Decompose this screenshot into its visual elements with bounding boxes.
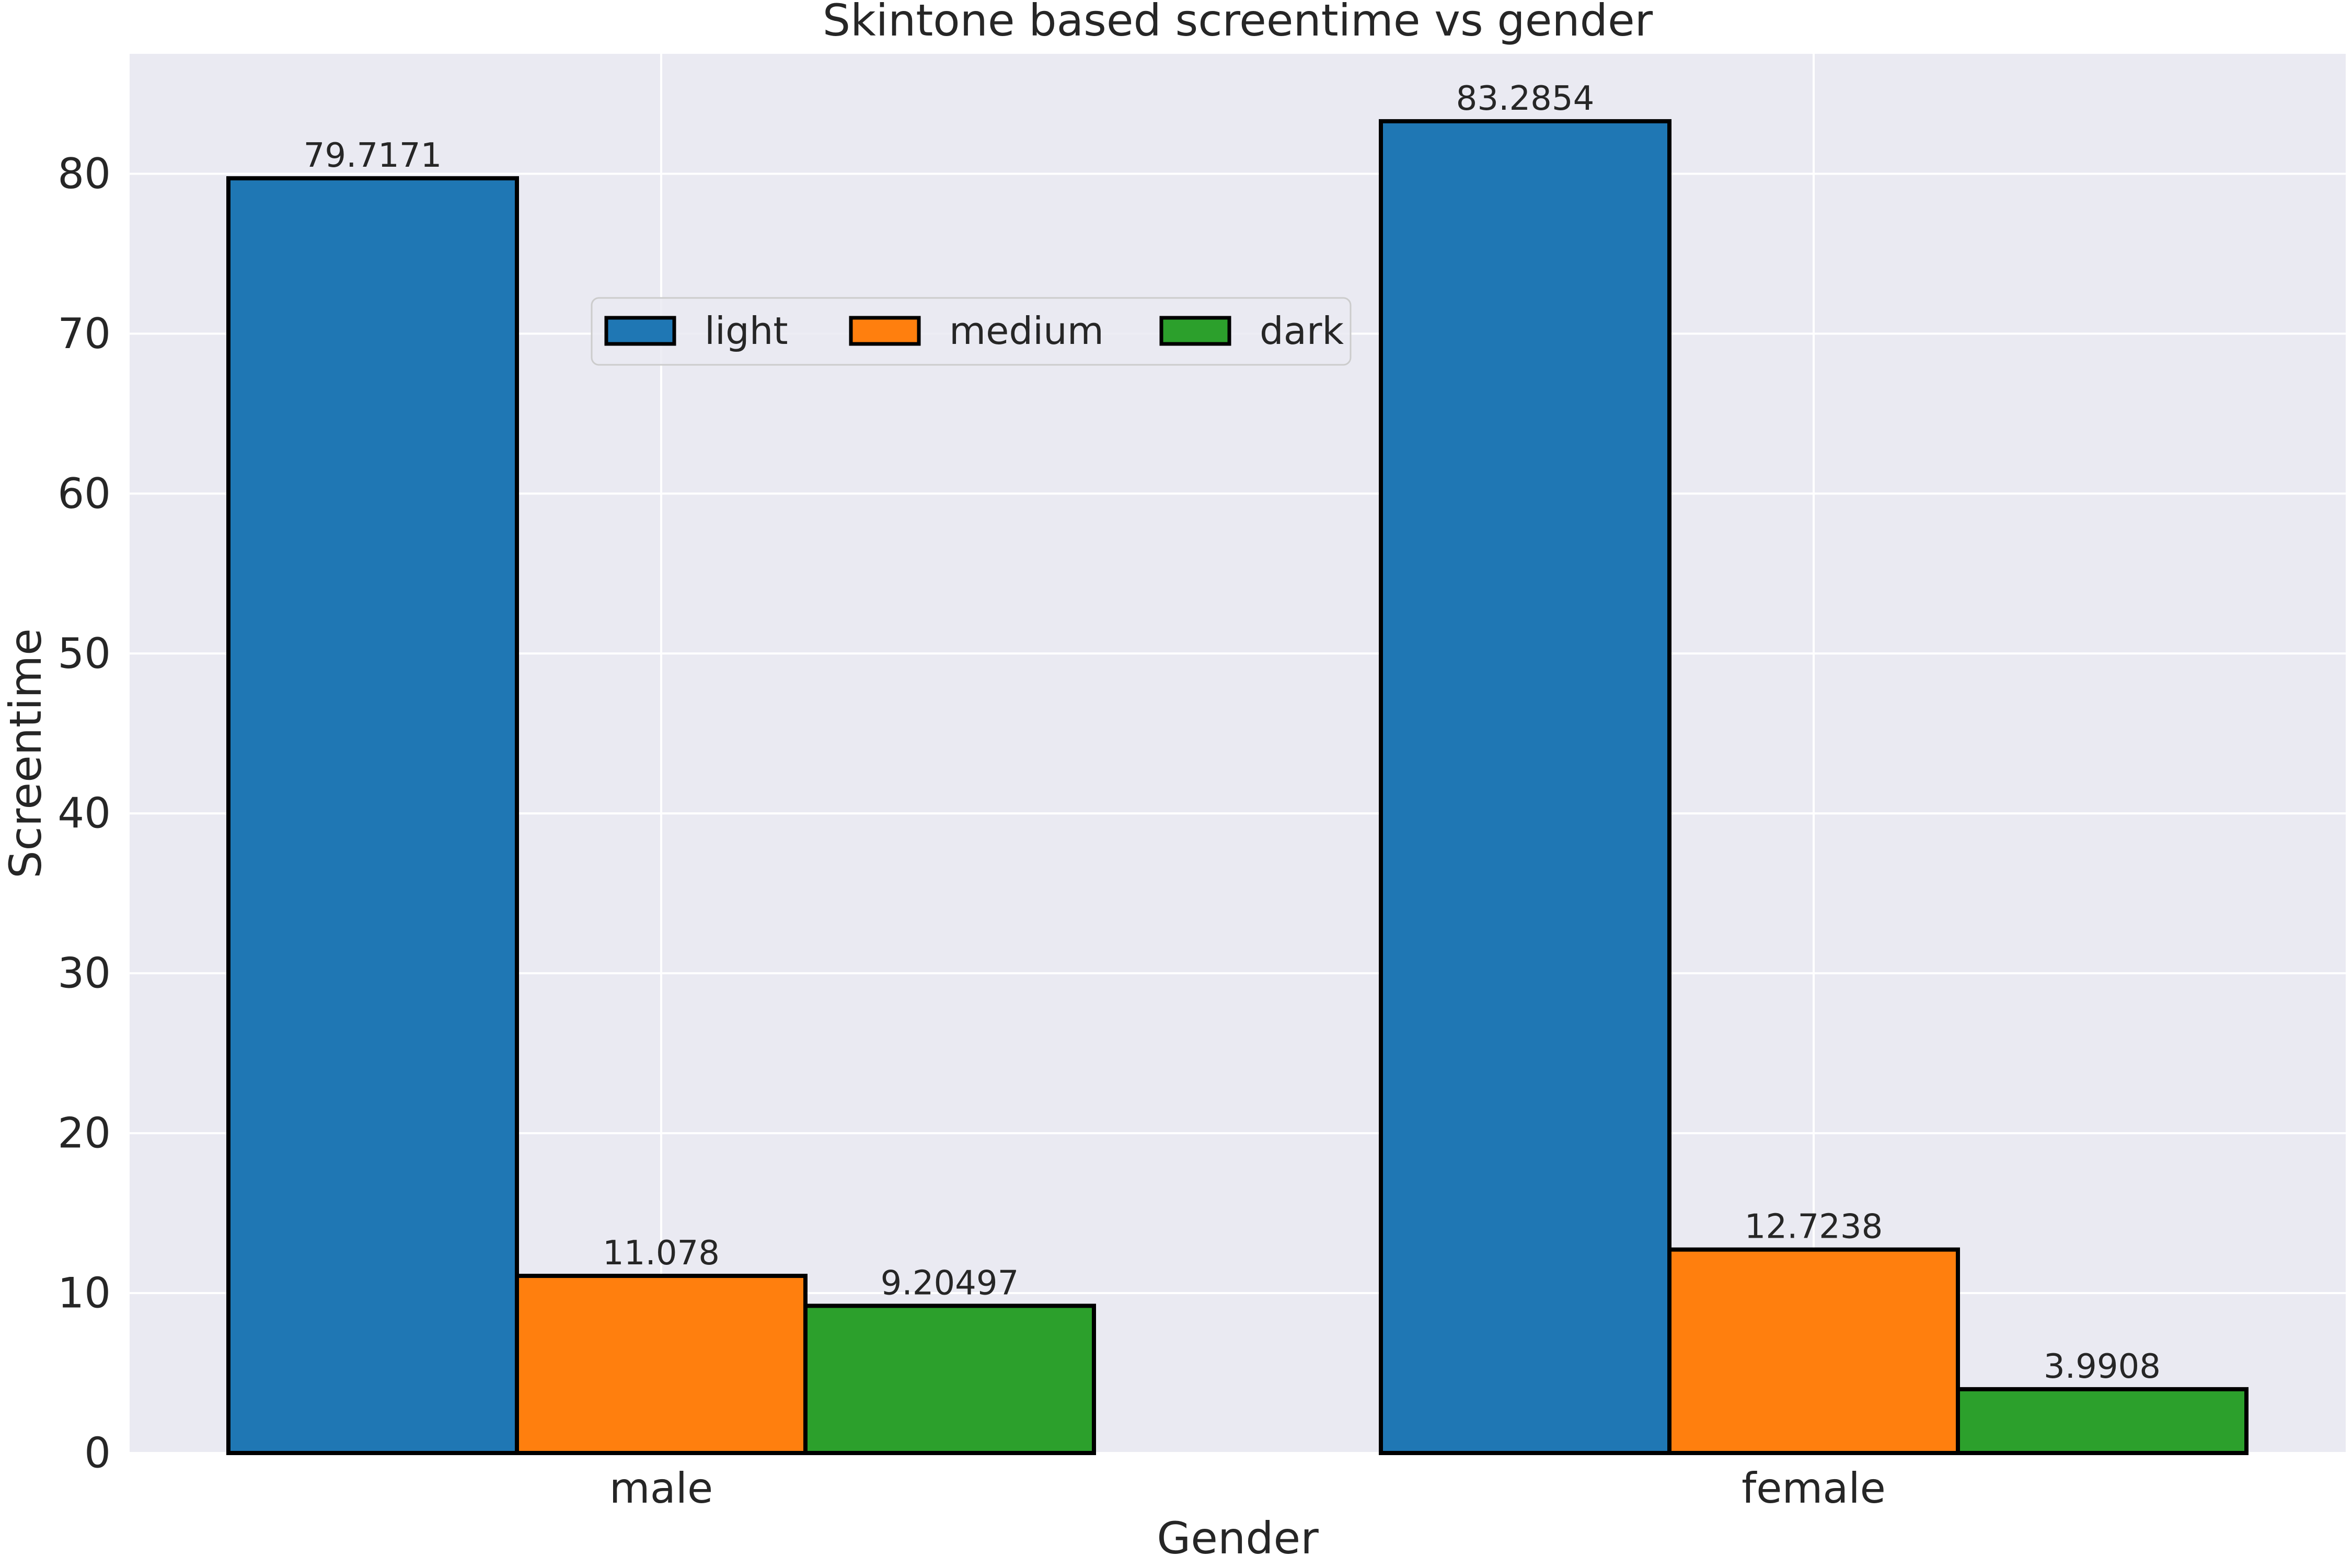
chart-title: Skintone based screentime vs gender: [823, 0, 1653, 46]
bar-light-female: [1379, 119, 1671, 1456]
y-axis-label: Screentime: [0, 628, 51, 879]
legend-swatch-medium: [849, 316, 921, 346]
bar-value-labels: 79.7171 11.078 9.20497 83.2854 12.7238 3.9908: [304, 79, 2161, 1386]
y-tick-label: 60: [57, 469, 111, 518]
bar-value-label: 83.2854: [1456, 79, 1595, 118]
y-tick-label: 20: [57, 1109, 111, 1158]
x-axis-label: Gender: [1157, 1513, 1319, 1564]
bar-dark-male: [803, 1304, 1096, 1456]
y-axis-ticks: 0 10 20 30 40 50 60 70 80: [57, 149, 111, 1478]
legend-label-light: light: [705, 309, 788, 353]
bars: [226, 119, 2249, 1456]
x-tick-label: female: [1742, 1464, 1886, 1513]
legend: light medium dark: [591, 297, 1352, 366]
legend-frame: [591, 297, 1352, 366]
legend-swatch-light: [604, 316, 676, 346]
bar-medium-male: [515, 1274, 808, 1455]
y-tick-label: 30: [57, 949, 111, 998]
legend-label-dark: dark: [1260, 309, 1344, 353]
bar-value-label: 79.7171: [304, 136, 442, 175]
bar-medium-female: [1667, 1247, 1960, 1455]
bar-value-label: 3.9908: [2044, 1347, 2161, 1386]
y-tick-label: 10: [57, 1269, 111, 1318]
x-axis-ticks: male female: [609, 1464, 1886, 1513]
bar-value-label: 9.20497: [881, 1264, 1019, 1302]
legend-label-medium: medium: [949, 309, 1104, 353]
y-tick-label: 0: [84, 1429, 111, 1478]
bar-light-male: [226, 176, 519, 1455]
y-tick-label: 80: [57, 149, 111, 198]
y-tick-label: 50: [57, 629, 111, 678]
x-tick-label: male: [609, 1464, 713, 1513]
y-tick-label: 70: [57, 309, 111, 358]
bar-value-label: 11.078: [603, 1234, 720, 1273]
y-tick-label: 40: [57, 789, 111, 838]
bar-dark-female: [1956, 1387, 2249, 1455]
legend-swatch-dark: [1159, 316, 1231, 346]
bar-value-label: 12.7238: [1745, 1208, 1883, 1247]
